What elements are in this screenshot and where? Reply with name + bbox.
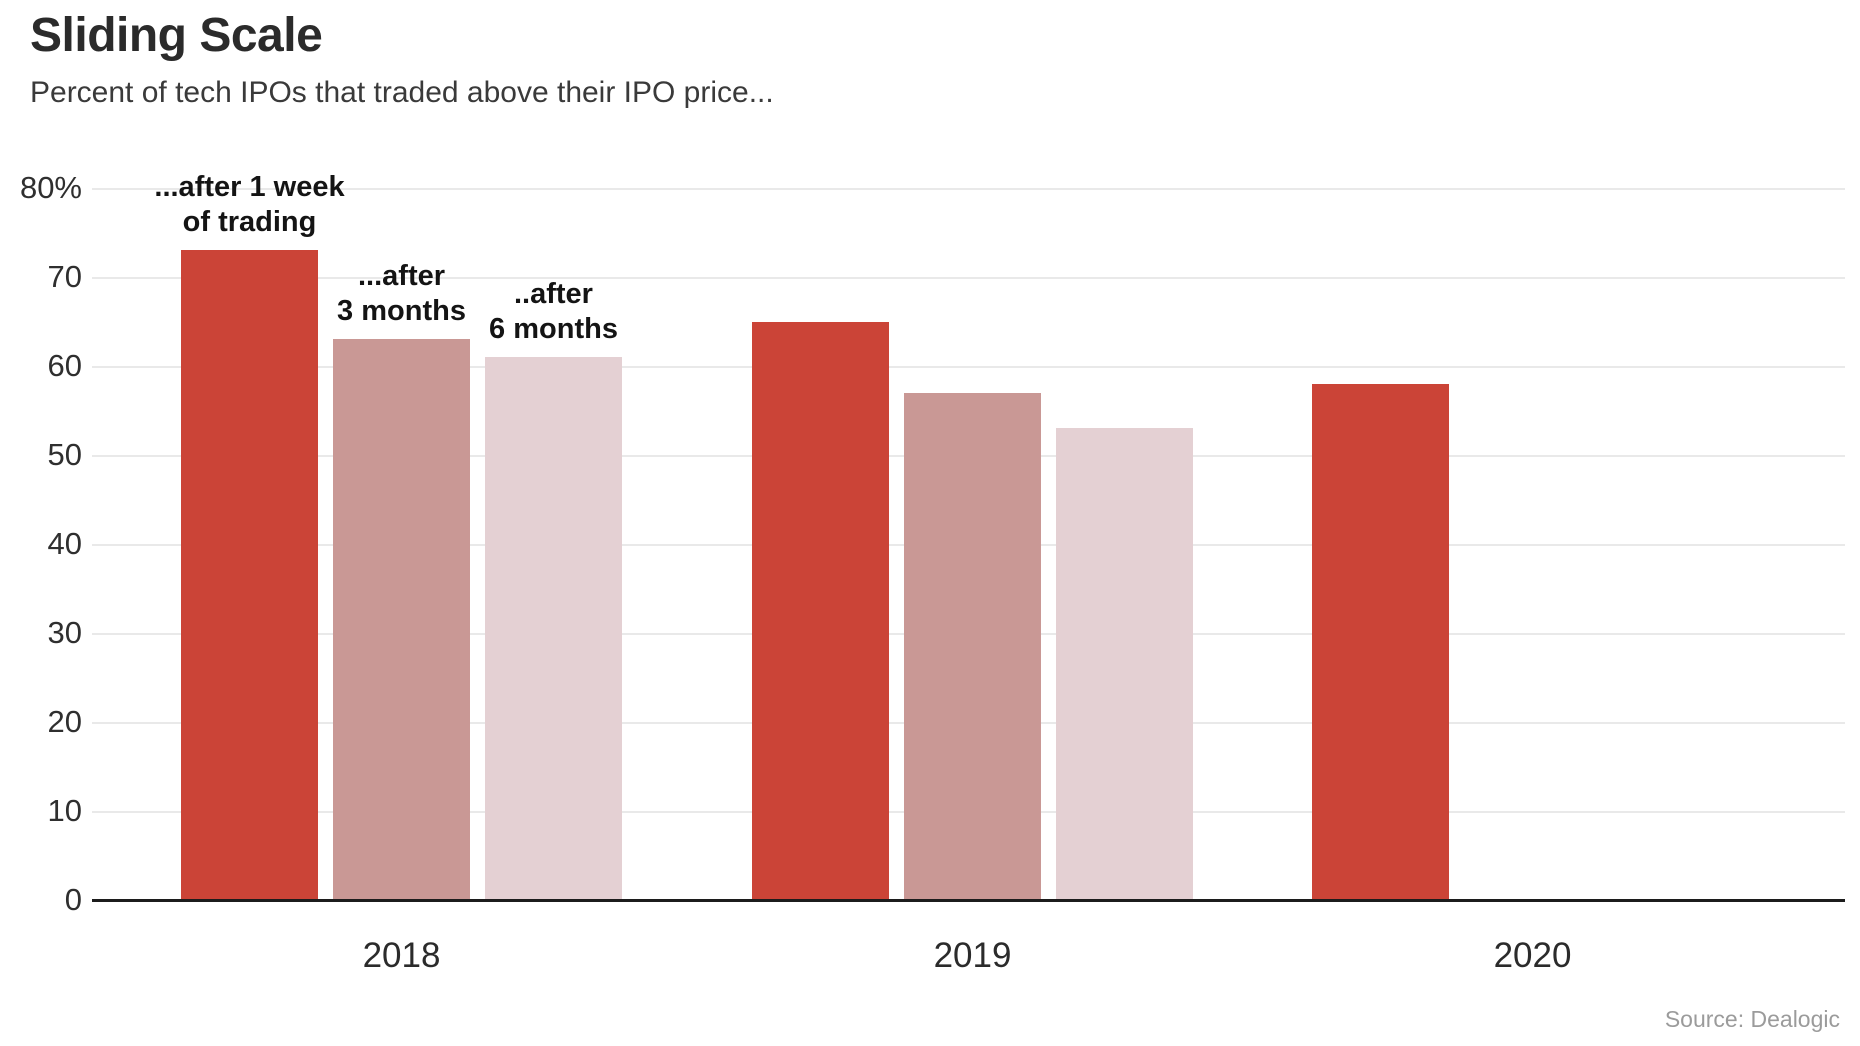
x-axis-label-2020: 2020	[1493, 936, 1572, 975]
bar-2018-after-6-months	[485, 357, 622, 900]
x-axis-label-2019: 2019	[933, 936, 1012, 975]
chart-subtitle: Percent of tech IPOs that traded above t…	[30, 76, 774, 109]
y-tick-label-50: 50	[47, 437, 82, 472]
series-label-after-6-months: ..after 6 months	[489, 278, 618, 346]
y-tick-label-60: 60	[47, 348, 82, 383]
gridline-70	[92, 277, 1845, 279]
x-axis-line	[92, 899, 1845, 902]
series-label-after-1-week: ...after 1 week of trading	[154, 171, 345, 239]
bar-2018-after-1-week	[181, 250, 318, 900]
series-label-after-3-months: ...after 3 months	[337, 260, 466, 328]
y-tick-label-20: 20	[47, 704, 82, 739]
bar-2019-after-1-week	[752, 321, 889, 900]
bar-2018-after-3-months	[333, 339, 470, 900]
source-note: Source: Dealogic	[1664, 1006, 1840, 1032]
chart-title: Sliding Scale	[30, 9, 323, 62]
gridline-60	[92, 366, 1845, 368]
bar-2019-after-6-months	[1056, 428, 1193, 900]
gridline-80	[92, 188, 1845, 190]
y-tick-label-0: 0	[64, 882, 82, 917]
y-tick-label-70: 70	[47, 259, 82, 294]
y-tick-label-30: 30	[47, 615, 82, 650]
bar-2020-after-1-week	[1312, 383, 1449, 900]
x-axis-label-2018: 2018	[362, 936, 441, 975]
y-tick-label-80: 80%	[19, 170, 82, 205]
y-tick-label-10: 10	[47, 793, 82, 828]
y-tick-label-40: 40	[47, 526, 82, 561]
bar-2019-after-3-months	[904, 392, 1041, 900]
